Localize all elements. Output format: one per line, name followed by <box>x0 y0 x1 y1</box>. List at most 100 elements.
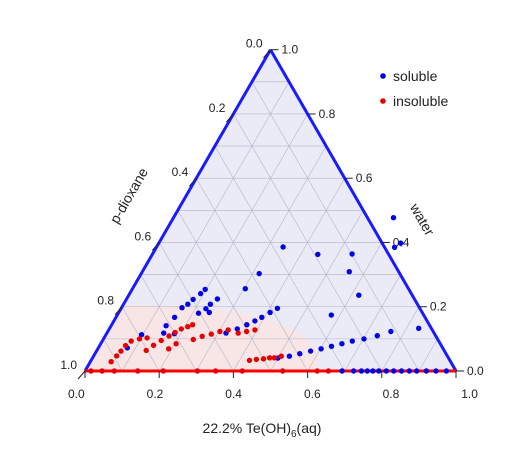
legend: soluble insoluble <box>380 68 448 109</box>
data-point-insoluble <box>189 322 196 328</box>
data-point-soluble <box>349 338 355 344</box>
data-point-soluble <box>443 368 450 374</box>
data-point-insoluble <box>150 342 157 348</box>
left-edge <box>83 48 272 372</box>
tick-marks: 0.0 0.2 0.4 0.6 0.8 1.0 0.0 0.2 0.4 0.6 0.8 1.0 0.0 0… <box>60 37 484 401</box>
grid-line <box>177 210 271 372</box>
data-point-soluble <box>391 368 397 374</box>
data-point-insoluble <box>111 368 118 374</box>
data-point-insoluble <box>271 355 278 361</box>
data-point-soluble <box>307 348 314 354</box>
data-point-soluble <box>161 330 167 336</box>
data-point-soluble <box>206 309 212 316</box>
left-axis-label: p-dioxane <box>106 165 151 226</box>
data-point-soluble <box>163 323 169 329</box>
data-point-soluble <box>171 314 178 320</box>
data-point-soluble <box>197 290 204 297</box>
data-point-soluble <box>244 322 250 328</box>
data-point-insoluble <box>173 341 179 347</box>
data-point-insoluble <box>325 368 332 374</box>
data-point-insoluble <box>239 368 245 374</box>
data-point-soluble <box>256 270 262 277</box>
bottom-tick-label: 0.2 <box>147 387 164 401</box>
data-point-soluble <box>328 312 334 318</box>
left-tick-label: 0.4 <box>172 165 189 179</box>
data-point-insoluble <box>160 368 166 374</box>
data-point-soluble <box>346 269 352 275</box>
data-point-soluble <box>315 251 321 258</box>
data-point-soluble <box>361 336 367 342</box>
data-point-soluble <box>406 368 412 374</box>
data-point-insoluble <box>166 333 172 339</box>
data-point-soluble <box>267 309 273 316</box>
data-point-insoluble <box>122 342 129 349</box>
grid-line <box>270 210 364 372</box>
data-point-insoluble <box>266 355 273 361</box>
data-point-soluble <box>339 341 345 347</box>
data-point-insoluble <box>158 337 164 344</box>
left-tick <box>188 177 197 187</box>
bottom-axis-label: 22.2% Te(OH)6(aq) <box>203 420 322 440</box>
data-point-soluble <box>190 296 196 303</box>
data-point-soluble <box>195 310 202 316</box>
data-point-soluble <box>374 333 380 339</box>
data-point-soluble <box>138 332 145 338</box>
data-point-insoluble <box>314 368 320 374</box>
data-point-soluble <box>423 368 429 374</box>
data-point-insoluble <box>208 331 214 337</box>
data-point-soluble <box>203 306 209 312</box>
data-point-soluble <box>318 346 324 352</box>
grid-line <box>196 178 308 372</box>
data-point-soluble <box>202 286 208 293</box>
legend-marker-insoluble <box>380 98 386 104</box>
data-point-soluble <box>259 314 265 320</box>
data-point-insoluble <box>260 356 267 362</box>
left-tick-label: 0.2 <box>209 101 226 115</box>
data-point-soluble <box>370 368 376 374</box>
data-point-soluble <box>350 368 357 374</box>
right-tick-label: 0.6 <box>356 171 373 185</box>
data-point-insoluble <box>246 357 253 364</box>
data-point-insoluble <box>253 356 260 363</box>
right-tick-label: 0.8 <box>319 107 336 121</box>
data-point-soluble <box>416 325 422 331</box>
bottom-tick-label: 0.8 <box>383 387 400 401</box>
bottom-tick-label: 0.0 <box>68 387 85 401</box>
data-point-insoluble <box>212 368 219 374</box>
right-tick-label: 0.2 <box>430 300 447 314</box>
grid-line <box>103 338 123 372</box>
data-point-insoluble <box>185 324 191 330</box>
data-point-soluble <box>214 296 221 302</box>
data-point-insoluble <box>128 338 134 344</box>
data-point-soluble <box>185 301 191 307</box>
data-point-soluble <box>297 351 303 357</box>
data-points <box>88 215 450 374</box>
right-axis-label: water <box>406 200 438 239</box>
data-point-soluble <box>339 368 345 374</box>
grid-line <box>214 145 345 372</box>
data-point-soluble <box>398 240 404 246</box>
data-point-insoluble <box>135 368 141 374</box>
right-edge <box>269 48 458 372</box>
legend-label-soluble: soluble <box>393 68 438 84</box>
bottom-tick-label: 1.0 <box>461 387 478 401</box>
right-tick-label: 1.0 <box>282 43 299 57</box>
grid-lines <box>103 81 438 372</box>
data-point-insoluble <box>252 327 258 333</box>
data-point-soluble <box>286 353 293 359</box>
left-tick-label: 1.0 <box>60 358 77 372</box>
left-tick <box>77 370 86 380</box>
grid-line <box>121 81 290 372</box>
left-tick <box>114 306 123 316</box>
left-tick-label: 0.8 <box>97 294 114 308</box>
data-point-soluble <box>207 301 214 307</box>
data-point-soluble <box>274 305 281 311</box>
data-point-soluble <box>349 251 355 257</box>
data-point-soluble <box>364 368 370 374</box>
right-tick-label: 0.0 <box>467 364 484 378</box>
data-point-insoluble <box>172 329 178 336</box>
data-point-insoluble <box>178 326 184 332</box>
legend-label-insoluble: insoluble <box>393 93 448 109</box>
grid-line <box>196 145 327 372</box>
data-point-soluble <box>252 318 258 324</box>
